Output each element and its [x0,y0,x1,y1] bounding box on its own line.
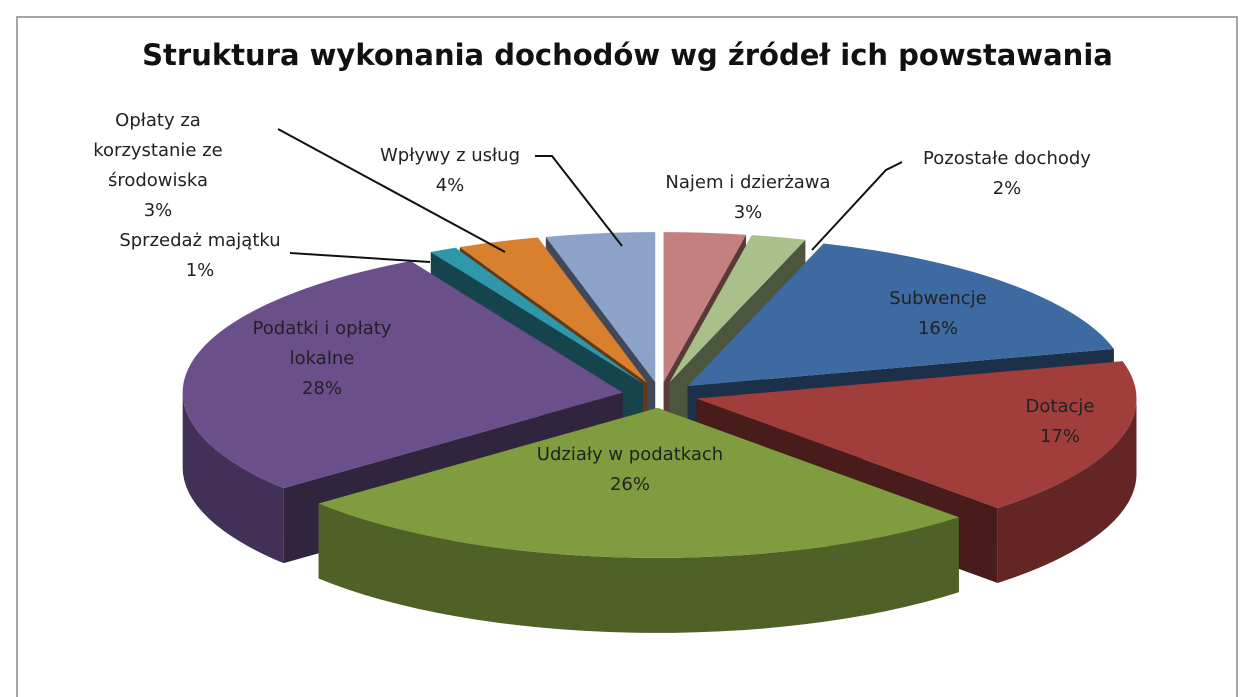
pie-slice [318,407,959,633]
category-label: Subwencje [889,288,987,309]
value-label: 28% [301,378,342,399]
data-label: Sprzedaż majątku 1% [100,226,300,286]
slice-top [459,237,648,383]
slice-top [430,247,643,384]
leader-line [277,128,506,253]
data-label: Pozostałe dochody 2% [892,144,1122,204]
data-label: Dotacje 17% [985,392,1135,452]
value-label: 26% [609,474,650,495]
value-label: 2% [992,178,1022,199]
slice-wall [318,503,959,633]
leader-lines [277,128,903,263]
data-label: Wpływy z usług 4% [350,141,550,201]
slice-top [182,261,623,489]
category-label: Opłaty za korzystanie ze środowiska [93,110,223,191]
category-label: Sprzedaż majątku [119,230,281,251]
category-label: Wpływy z usług [380,145,520,166]
data-label: Opłaty za korzystanie ze środowiska 3% [62,106,254,226]
data-label: Najem i dzierżawa 3% [638,168,858,228]
data-label: Podatki i opłaty lokalne 28% [232,314,412,404]
category-label: Podatki i opłaty lokalne [252,318,392,369]
category-label: Najem i dzierżawa [665,172,831,193]
slice-wall [182,392,284,564]
slice-top [696,361,1137,508]
slice-top [669,235,806,383]
chart-title: Struktura wykonania dochodów wg źródeł i… [142,38,1113,72]
category-label: Pozostałe dochody [923,148,1091,169]
value-label: 4% [435,175,465,196]
value-label: 16% [917,318,958,339]
slice-wall [997,398,1137,583]
slice-top [545,232,656,383]
value-label: 3% [143,200,173,221]
slice-top [318,407,959,558]
pie [182,232,1137,633]
leader-line [535,155,623,247]
category-label: Dotacje [1025,396,1095,417]
leader-line [811,161,903,251]
slice-top [687,243,1114,387]
value-label: 1% [185,260,215,281]
data-label: Udziały w podatkach 26% [500,440,760,500]
slice-top [663,232,747,383]
leader-line [289,252,431,263]
value-label: 17% [1039,426,1080,447]
frame [16,16,1238,697]
data-label: Subwencje 16% [863,284,1013,344]
value-label: 3% [733,202,763,223]
category-label: Udziały w podatkach [536,444,724,465]
